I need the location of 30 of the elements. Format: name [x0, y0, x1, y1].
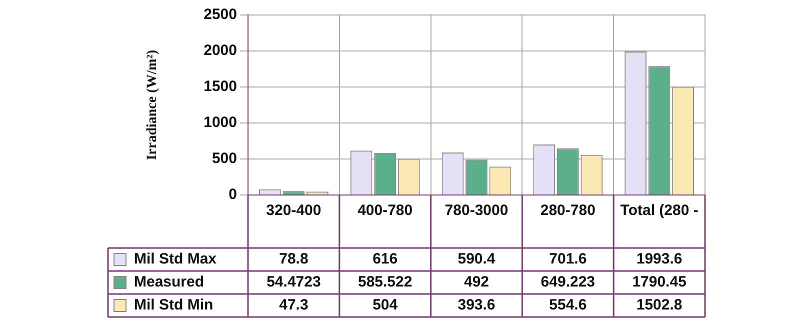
data-label: 585.522	[358, 274, 412, 291]
legend-label: Mil Std Max	[134, 250, 218, 268]
legend-label: Measured	[134, 274, 204, 291]
x-tick-label: 320-400	[266, 202, 322, 220]
x-tick-label: 400-780	[358, 202, 413, 220]
legend-label: Mil Std Min	[134, 296, 214, 314]
data-label: 616	[372, 250, 398, 268]
data-label: 78.8	[279, 250, 308, 268]
data-label: 47.3	[279, 296, 308, 314]
y-axis-title: Irradiance (W/m²)	[145, 49, 160, 160]
data-label: 554.6	[549, 296, 587, 314]
x-tick-label: 780-3000	[444, 202, 508, 220]
data-label: 54.4723	[266, 274, 321, 291]
data-label: 1790.45	[632, 274, 686, 291]
x-tick-label: Total (280 -	[620, 202, 698, 220]
y-tick-label: 2000	[204, 42, 237, 60]
data-label: 1993.6	[636, 250, 682, 268]
x-tick-label: 280-780	[540, 202, 596, 220]
data-label: 649.223	[540, 274, 596, 291]
y-tick-label: 1500	[204, 78, 237, 96]
data-label: 590.4	[458, 250, 496, 268]
data-label: 701.6	[549, 250, 587, 268]
data-label: 504	[372, 296, 398, 314]
data-label: 393.6	[458, 296, 496, 314]
y-tick-label: 500	[212, 150, 237, 168]
y-tick-label: 0	[228, 186, 237, 204]
y-tick-label: 1000	[204, 114, 237, 132]
data-label: 1502.8	[636, 296, 682, 314]
data-label: 492	[464, 274, 490, 291]
y-tick-label: 2500	[204, 6, 237, 24]
